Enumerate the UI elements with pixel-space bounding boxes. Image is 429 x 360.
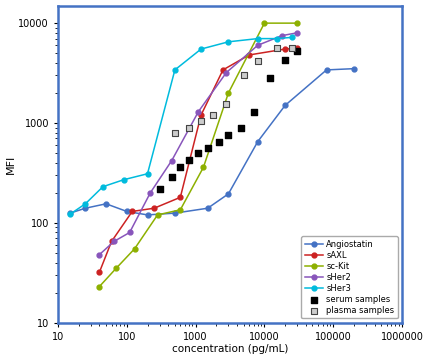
- Angiostatin: [351, 67, 356, 71]
- sAXL: [295, 46, 300, 50]
- plasma samples: [172, 130, 178, 135]
- serum samples: [185, 157, 192, 162]
- sHer3: [289, 35, 294, 40]
- sHer3: [199, 47, 204, 51]
- sAXL: [247, 53, 252, 57]
- sHer3: [83, 202, 88, 206]
- sHer3: [100, 185, 106, 189]
- Angiostatin: [324, 68, 329, 72]
- plasma samples: [254, 58, 261, 64]
- sHer2: [279, 33, 284, 38]
- Angiostatin: [226, 192, 231, 196]
- plasma samples: [273, 45, 280, 51]
- plasma samples: [240, 72, 247, 78]
- serum samples: [225, 132, 232, 138]
- Angiostatin: [103, 202, 109, 206]
- serum samples: [195, 150, 202, 156]
- sHer2: [148, 190, 153, 195]
- sHer2: [196, 109, 201, 114]
- serum samples: [237, 125, 244, 130]
- Angiostatin: [67, 211, 73, 215]
- plasma samples: [198, 118, 205, 124]
- serum samples: [266, 76, 273, 81]
- sc-Kit: [201, 165, 206, 170]
- serum samples: [177, 165, 184, 170]
- sHer3: [255, 36, 260, 41]
- Line: sHer2: sHer2: [97, 30, 300, 257]
- sHer2: [97, 252, 102, 257]
- serum samples: [250, 109, 257, 114]
- sHer3: [67, 212, 73, 216]
- serum samples: [156, 186, 163, 192]
- sAXL: [178, 195, 183, 199]
- sc-Kit: [132, 247, 137, 251]
- Line: sAXL: sAXL: [97, 46, 300, 275]
- sHer2: [127, 230, 132, 235]
- serum samples: [282, 57, 289, 63]
- sc-Kit: [295, 21, 300, 25]
- serum samples: [294, 49, 301, 54]
- sAXL: [283, 47, 288, 51]
- sc-Kit: [155, 213, 160, 217]
- sHer3: [172, 68, 178, 72]
- Angiostatin: [172, 211, 178, 215]
- serum samples: [204, 145, 211, 151]
- sAXL: [151, 206, 157, 210]
- Y-axis label: MFI: MFI: [6, 154, 15, 174]
- plasma samples: [185, 125, 192, 130]
- sHer3: [226, 40, 231, 44]
- sHer3: [121, 177, 126, 182]
- sc-Kit: [97, 284, 102, 289]
- Angiostatin: [145, 213, 150, 217]
- sHer2: [295, 31, 300, 35]
- serum samples: [168, 174, 175, 180]
- plasma samples: [288, 45, 295, 51]
- sHer2: [224, 70, 229, 75]
- Angiostatin: [124, 209, 130, 213]
- Angiostatin: [283, 103, 288, 108]
- sAXL: [221, 68, 226, 72]
- Angiostatin: [83, 206, 88, 210]
- sHer3: [274, 36, 279, 41]
- sc-Kit: [226, 91, 231, 95]
- X-axis label: concentration (pg/mL): concentration (pg/mL): [172, 345, 288, 355]
- plasma samples: [210, 112, 217, 118]
- plasma samples: [223, 101, 230, 107]
- sHer2: [169, 158, 174, 163]
- Line: Angiostatin: Angiostatin: [68, 66, 356, 217]
- serum samples: [216, 139, 223, 144]
- sc-Kit: [114, 266, 119, 270]
- sc-Kit: [262, 21, 267, 25]
- sAXL: [97, 270, 102, 274]
- Line: sHer3: sHer3: [68, 35, 294, 217]
- sHer2: [255, 43, 260, 48]
- Angiostatin: [205, 206, 210, 210]
- Legend: Angiostatin, sAXL, sc-Kit, sHer2, sHer3, serum samples, plasma samples: Angiostatin, sAXL, sc-Kit, sHer2, sHer3,…: [302, 236, 398, 319]
- sAXL: [130, 209, 135, 213]
- sAXL: [109, 239, 114, 244]
- sHer3: [145, 172, 150, 176]
- sAXL: [199, 113, 204, 117]
- Angiostatin: [255, 139, 260, 144]
- Line: sc-Kit: sc-Kit: [97, 21, 300, 289]
- sHer2: [112, 239, 117, 244]
- sc-Kit: [178, 208, 183, 212]
